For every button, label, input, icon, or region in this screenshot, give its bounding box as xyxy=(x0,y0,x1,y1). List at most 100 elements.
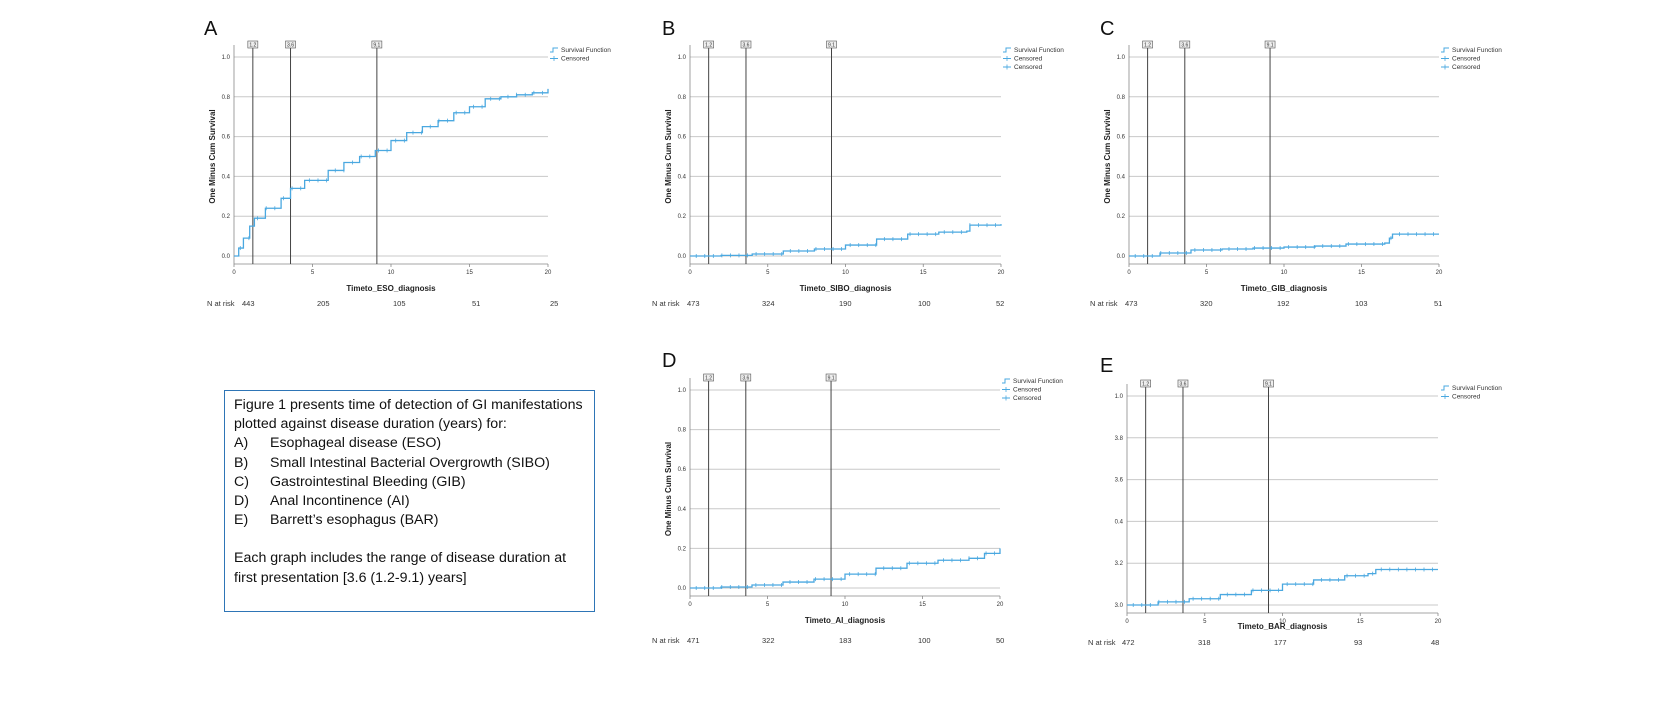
risk-count: 93 xyxy=(1354,638,1363,647)
caption-item: B) Small Intestinal Bacterial Overgrowth… xyxy=(234,454,585,473)
x-tick-label: 5 xyxy=(311,270,315,276)
reference-label-box xyxy=(740,40,752,49)
caption-intro: Figure 1 presents time of detection of G… xyxy=(234,397,583,433)
y-tick-label: 3.8 xyxy=(1115,436,1124,442)
x-tick-label: 20 xyxy=(998,270,1005,276)
y-tick-label: 0.0 xyxy=(678,254,687,260)
legend-swatch-line xyxy=(1003,47,1011,53)
reference-label-box xyxy=(703,40,714,49)
x-tick-label: 20 xyxy=(997,602,1004,608)
reference-label-box xyxy=(1142,40,1153,49)
caption-text: Gastrointestinal Bleeding (GIB) xyxy=(270,473,466,490)
y-tick-label: 0.6 xyxy=(222,135,231,141)
risk-count: 473 xyxy=(1125,299,1138,308)
risk-count: 177 xyxy=(1274,638,1287,647)
y-tick-label: 0.4 xyxy=(222,174,231,180)
risk-count: 324 xyxy=(762,299,775,308)
survival-curve xyxy=(690,548,1001,589)
y-tick-label: 0.8 xyxy=(222,95,231,101)
reference-label-box xyxy=(1264,40,1276,49)
risk-count: 320 xyxy=(1200,299,1213,308)
reference-label: 9.1 xyxy=(1265,382,1272,388)
y-axis-title: One Minus Cum Survival xyxy=(1103,109,1112,203)
caption-key: C) xyxy=(234,473,249,490)
reference-label: 3.6 xyxy=(1180,382,1187,388)
y-tick-label: 0.0 xyxy=(1117,254,1126,260)
legend-label: Censored xyxy=(1452,64,1481,71)
survival-curve xyxy=(1129,233,1439,257)
caption-text: Anal Incontinence (AI) xyxy=(270,493,410,510)
risk-count: 322 xyxy=(762,636,775,645)
risk-count: 100 xyxy=(918,299,931,308)
x-tick-label: 15 xyxy=(1358,270,1365,276)
reference-label-box xyxy=(1263,379,1274,388)
y-tick-label: 0.8 xyxy=(678,428,687,434)
y-tick-label: 0.2 xyxy=(678,546,687,552)
reference-label: 9.1 xyxy=(828,43,835,49)
y-tick-label: 3.2 xyxy=(1115,561,1124,567)
chart-d-group: 0.0 0.2 0.4 0.6 0.8 1.0 0 5 10 15 20 1.2 3.6 9.1 Timet… xyxy=(664,373,1063,625)
panel-letter-c: C xyxy=(1100,18,1115,40)
legend-swatch-line xyxy=(1441,47,1449,53)
y-tick-label: 0.4 xyxy=(1115,519,1124,525)
risk-count: 443 xyxy=(242,299,255,308)
reference-label: 1.2 xyxy=(705,376,712,382)
legend-label: Survival Function xyxy=(1452,385,1502,392)
x-tick-label: 10 xyxy=(1281,270,1288,276)
y-axis-title: One Minus Cum Survival xyxy=(208,109,217,203)
risk-count: 100 xyxy=(918,636,931,645)
survival-curve xyxy=(1127,568,1438,606)
x-tick-label: 5 xyxy=(766,602,770,608)
reference-label-box xyxy=(826,40,837,49)
x-tick-label: 5 xyxy=(1203,619,1207,625)
caption-text: Small Intestinal Bacterial Overgrowth (S… xyxy=(270,454,550,471)
y-tick-label: 3.6 xyxy=(1115,478,1124,484)
reference-label-box xyxy=(285,40,296,49)
survival-curve xyxy=(690,224,1002,257)
risk-label: N at risk xyxy=(652,636,680,645)
reference-label-box xyxy=(1140,379,1151,388)
reference-label: 1.2 xyxy=(1144,43,1151,49)
x-axis-title: Timeto_SIBO_diagnosis xyxy=(800,284,892,293)
caption-item: D) Anal Incontinence (AI) xyxy=(234,492,585,511)
risk-count: 48 xyxy=(1431,638,1440,647)
reference-label-box xyxy=(1177,379,1189,388)
x-tick-label: 0 xyxy=(232,270,236,276)
reference-label: 3.6 xyxy=(742,376,749,382)
legend-label: Survival Function xyxy=(561,47,611,54)
legend-label: Censored xyxy=(561,56,590,63)
reference-label-box xyxy=(825,373,837,382)
y-tick-label: 0.4 xyxy=(678,174,687,180)
legend-swatch-line xyxy=(1441,385,1449,391)
legend-label: Censored xyxy=(1014,56,1043,63)
x-tick-label: 10 xyxy=(388,270,395,276)
risk-label: N at risk xyxy=(1090,299,1118,308)
risk-count: 192 xyxy=(1277,299,1290,308)
reference-label: 1.2 xyxy=(249,43,256,49)
y-tick-label: 0.6 xyxy=(678,135,687,141)
legend-swatch-line xyxy=(550,47,558,53)
x-tick-label: 5 xyxy=(766,270,770,276)
reference-label: 3.6 xyxy=(743,43,750,49)
panel-letter-b: B xyxy=(662,18,676,40)
caption-spacer xyxy=(234,530,585,549)
y-tick-label: 0.2 xyxy=(222,214,231,220)
legend-label: Censored xyxy=(1014,64,1043,71)
survival-curve xyxy=(234,88,549,257)
risk-count: 51 xyxy=(472,299,481,308)
legend-label: Survival Function xyxy=(1452,47,1502,54)
legend-label: Censored xyxy=(1013,395,1042,402)
legend-swatch-line xyxy=(1002,378,1010,384)
risk-count: 105 xyxy=(393,299,406,308)
risk-count: 473 xyxy=(687,299,700,308)
y-tick-label: 1.0 xyxy=(1117,55,1126,61)
x-tick-label: 20 xyxy=(545,270,552,276)
caption-key: B) xyxy=(234,454,249,471)
legend-label: Censored xyxy=(1452,394,1481,401)
x-axis-title: Timeto_ESO_diagnosis xyxy=(346,284,436,293)
y-tick-label: 0.2 xyxy=(1117,214,1126,220)
caption-item: E) Barrett’s esophagus (BAR) xyxy=(234,511,585,530)
y-tick-label: 1.0 xyxy=(678,55,687,61)
risk-label: N at risk xyxy=(1088,638,1116,647)
legend-label: Survival Function xyxy=(1014,47,1064,54)
